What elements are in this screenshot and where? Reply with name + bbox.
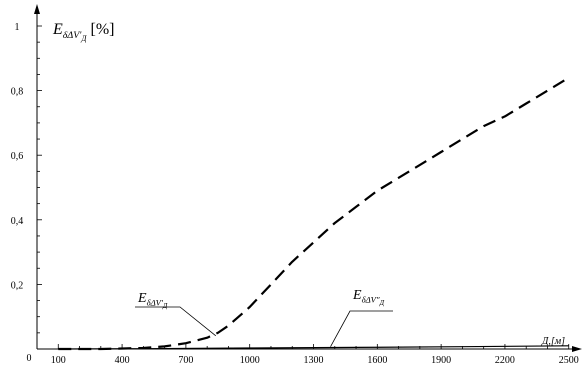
ticks — [37, 25, 570, 349]
annotation-dashed-label: EδΔV′Д — [137, 291, 168, 310]
x-origin-label: 0 — [27, 353, 32, 364]
x-tick-label: 1900 — [431, 355, 451, 366]
y-axis-unit: [%] — [87, 21, 115, 38]
y-tick-label: 0,6 — [11, 151, 24, 162]
series-line-dashed — [58, 76, 570, 351]
annotation-solid-leader — [330, 310, 393, 347]
annotation-dashed-label-main: E — [137, 291, 147, 306]
x-axis-title: Д,[м] — [541, 336, 565, 347]
x-tick-label: 2500 — [559, 355, 579, 366]
y-axis-title-main: E — [52, 21, 63, 38]
annotation-solid-label: EδΔV″Д — [352, 288, 385, 307]
annotation-solid-label-sub: δΔV″ — [362, 295, 380, 305]
series-line-solid — [58, 345, 569, 350]
x-tick-label: 2200 — [495, 355, 515, 366]
x-tick-label: 1000 — [240, 355, 260, 366]
annotation-dashed-label-sub: δΔV′ — [147, 298, 163, 308]
x-tick-label: 100 — [51, 355, 66, 366]
labels: 100 400 700 1000 1300 1600 1900 2200 2500 0 0,2 0,4… — [11, 21, 579, 366]
y-tick-label: 0,2 — [11, 280, 24, 291]
y-tick-label: 0,4 — [11, 216, 24, 227]
y-axis-arrow — [34, 4, 40, 14]
x-tick-label: 400 — [115, 355, 130, 366]
y-tick-label: 1 — [15, 22, 20, 33]
y-axis-title-subsub: Д — [80, 34, 87, 43]
axes — [34, 4, 582, 352]
annotation-dashed-label-subsub: Д — [162, 302, 168, 310]
y-axis-title-sub: δΔV′ — [63, 30, 82, 41]
annotation-solid-label-main: E — [352, 288, 362, 303]
x-axis-arrow — [572, 346, 582, 352]
x-tick-label: 1600 — [367, 355, 387, 366]
x-tick-label: 1300 — [304, 355, 324, 366]
y-tick-label: 0,8 — [11, 87, 24, 98]
series — [58, 76, 570, 351]
annotation-solid-label-subsub: Д — [379, 299, 385, 307]
x-tick-label: 700 — [178, 355, 193, 366]
annotation-dashed-leader — [135, 306, 217, 337]
y-axis-title: EδΔV′Д [%] — [52, 21, 115, 43]
